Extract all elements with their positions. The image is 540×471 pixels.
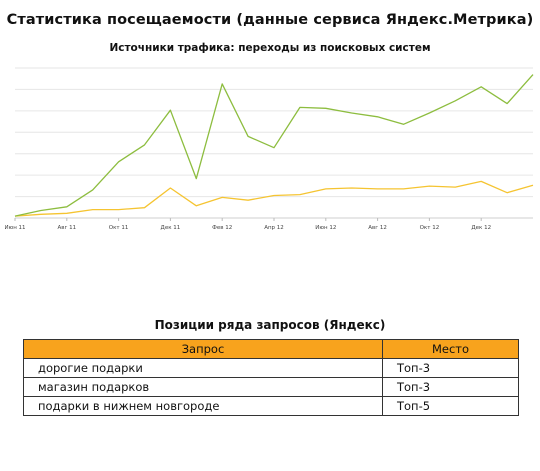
position-cell: Топ-3 bbox=[382, 358, 519, 378]
page-title: Статистика посещаемости (данные сервиса … bbox=[6, 12, 534, 28]
x-tick-label: Июн 12 bbox=[315, 225, 336, 231]
table-row: подарки в нижнем новгороде Топ-5 bbox=[23, 396, 519, 416]
x-tick-label: Авг 12 bbox=[368, 225, 387, 231]
queries-table: Запрос Место дорогие подарки Топ-3 магаз… bbox=[23, 339, 519, 416]
x-tick-label: Июн 11 bbox=[4, 225, 25, 231]
x-tick-label: Апр 12 bbox=[264, 225, 284, 231]
query-cell: магазин подарков bbox=[23, 377, 383, 397]
table-title: Позиции ряда запросов (Яндекс) bbox=[154, 318, 386, 332]
table-header-row: Запрос Место bbox=[23, 339, 519, 359]
x-tick-label: Фев 12 bbox=[212, 225, 232, 231]
x-tick-label: Окт 12 bbox=[420, 225, 440, 231]
table-row: дорогие подарки Топ-3 bbox=[23, 358, 519, 378]
table-row: магазин подарков Топ-3 bbox=[23, 377, 519, 397]
x-tick-label: Авг 11 bbox=[57, 225, 76, 231]
x-tick-label: Дек 12 bbox=[471, 225, 491, 231]
column-header-position: Место bbox=[382, 339, 519, 359]
query-cell: дорогие подарки bbox=[23, 358, 383, 378]
chart-title: Источники трафика: переходы из поисковых… bbox=[109, 42, 431, 54]
column-header-query: Запрос bbox=[23, 339, 383, 359]
position-cell: Топ-3 bbox=[382, 377, 519, 397]
position-cell: Топ-5 bbox=[382, 396, 519, 416]
series-line bbox=[14, 180, 534, 217]
x-tick-label: Окт 11 bbox=[109, 225, 129, 231]
x-tick-label: Дек 11 bbox=[161, 225, 181, 231]
series-line bbox=[14, 74, 534, 217]
query-cell: подарки в нижнем новгороде bbox=[23, 396, 383, 416]
traffic-line-chart: Июн 11 Авг 11 Окт 11 Дек 11 Фев 12 Апр 12 Июн … bbox=[4, 67, 534, 231]
